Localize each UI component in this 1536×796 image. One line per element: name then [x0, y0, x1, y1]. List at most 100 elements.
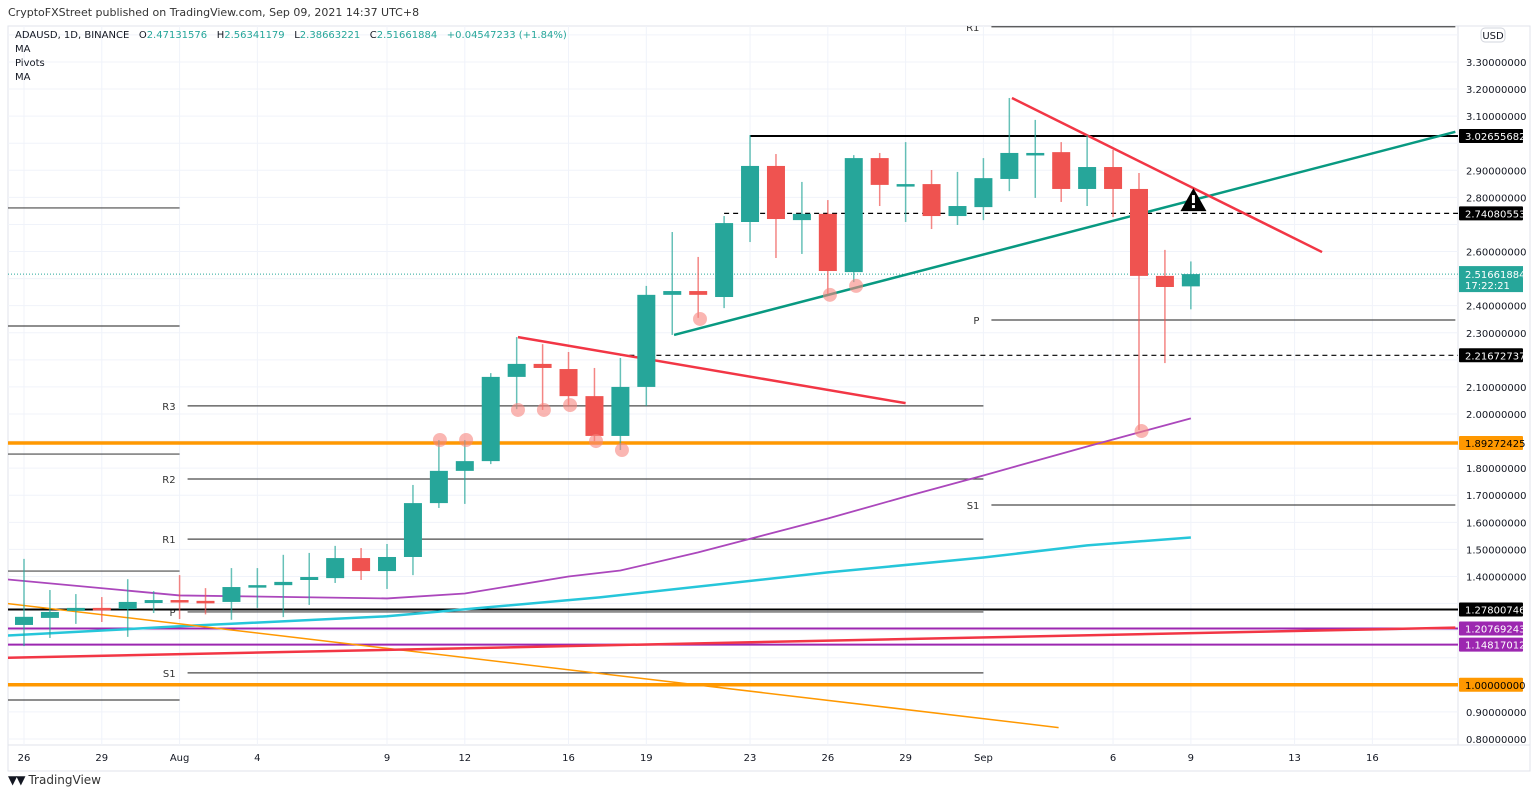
- indicator-ma-2[interactable]: MA: [15, 72, 31, 83]
- candle[interactable]: [844, 155, 863, 283]
- low-marker-circle: [614, 443, 629, 458]
- candle[interactable]: [170, 575, 189, 619]
- date-tick-label: 6: [1110, 753, 1116, 764]
- high-value: 2.56341179: [224, 30, 285, 41]
- candle[interactable]: [403, 484, 422, 576]
- candle-body: [66, 607, 85, 611]
- candle[interactable]: [715, 216, 734, 309]
- plot-frame: [7, 25, 1459, 746]
- moving-average-line[interactable]: [8, 417, 1192, 600]
- candle[interactable]: [663, 232, 682, 335]
- candle[interactable]: [1000, 97, 1019, 192]
- date-tick-label: 23: [744, 753, 757, 764]
- brand-name[interactable]: TradingView: [28, 773, 101, 787]
- candle[interactable]: [818, 200, 837, 295]
- candle[interactable]: [455, 439, 474, 504]
- candle-body: [170, 600, 189, 603]
- candle[interactable]: [896, 142, 915, 223]
- price-tick-label: 0.80000000: [1466, 735, 1526, 746]
- candle[interactable]: [637, 285, 656, 406]
- trendline-ascending-support[interactable]: [673, 130, 1456, 337]
- indicator-ma-1[interactable]: MA: [15, 44, 31, 55]
- candle[interactable]: [689, 256, 708, 318]
- candle[interactable]: [1078, 135, 1097, 207]
- candle[interactable]: [196, 588, 215, 615]
- price-axis[interactable]: 0.80000000 0.90000000 1.40000000 1.50000000…: [1459, 27, 1526, 746]
- candle[interactable]: [144, 591, 163, 614]
- trendline-september-resistance[interactable]: [1011, 96, 1323, 254]
- candle[interactable]: [40, 590, 59, 638]
- candle-body: [559, 369, 578, 397]
- level-price-label: 2.74080553: [1465, 209, 1525, 220]
- candle-body: [1026, 152, 1045, 156]
- candle-body: [378, 556, 397, 572]
- date-tick-label: 29: [95, 753, 108, 764]
- candle[interactable]: [378, 543, 397, 589]
- candle[interactable]: [248, 568, 267, 608]
- candle[interactable]: [300, 552, 319, 605]
- candle[interactable]: [870, 152, 889, 207]
- pivot-label-r1: R1: [966, 23, 979, 34]
- date-tick-label: 13: [1288, 753, 1301, 764]
- price-tick-label: 2.30000000: [1466, 329, 1526, 340]
- candle[interactable]: [15, 558, 33, 647]
- candle[interactable]: [274, 554, 293, 618]
- candle[interactable]: [1052, 142, 1071, 202]
- candle[interactable]: [92, 597, 111, 622]
- trendline-long-descending[interactable]: [8, 602, 1059, 729]
- candle[interactable]: [948, 171, 967, 225]
- candle[interactable]: [741, 135, 760, 243]
- candle[interactable]: [533, 344, 552, 410]
- candle[interactable]: [118, 579, 137, 637]
- candle[interactable]: [559, 351, 578, 406]
- trendline-long-ascending[interactable]: [8, 626, 1456, 659]
- currency-button[interactable]: [1480, 27, 1506, 43]
- low-marker-circle: [510, 402, 525, 417]
- candle-body: [248, 585, 267, 588]
- symbol-label[interactable]: ADAUSD, 1D, BINANCE: [15, 30, 130, 41]
- candle[interactable]: [766, 154, 785, 259]
- close-value: 2.51661884: [376, 30, 438, 41]
- low-marker-circle: [563, 398, 578, 413]
- moving-average-line[interactable]: [8, 536, 1191, 637]
- pivot-label-p: P: [170, 608, 176, 619]
- date-tick-label: 26: [18, 753, 31, 764]
- candle[interactable]: [222, 568, 241, 620]
- candle[interactable]: [66, 594, 85, 624]
- candle[interactable]: [792, 181, 811, 254]
- candle[interactable]: [507, 337, 526, 410]
- candle[interactable]: [1104, 149, 1123, 218]
- pivot-label-r1: R1: [162, 535, 175, 546]
- candle[interactable]: [974, 158, 993, 221]
- candle[interactable]: [481, 373, 500, 465]
- candle[interactable]: [922, 170, 941, 230]
- candle[interactable]: [429, 439, 448, 508]
- currency-label: USD: [1482, 31, 1504, 42]
- low-marker-circle: [692, 311, 707, 326]
- candle[interactable]: [352, 548, 371, 581]
- candle[interactable]: [1026, 119, 1045, 198]
- candle-body: [326, 558, 345, 579]
- level-price-label: 2.21672737: [1465, 351, 1525, 362]
- indicator-pivots[interactable]: Pivots: [15, 58, 45, 69]
- time-axis[interactable]: 26 29 Aug 4 9 12 16 19 23 26 29 Sep 6 9 13 16: [18, 753, 1379, 764]
- low-marker-circle: [459, 432, 474, 447]
- date-tick-label: 16: [562, 753, 575, 764]
- date-tick-label: 26: [821, 753, 834, 764]
- candle-body: [92, 607, 111, 611]
- level-price-label: 1.27800746: [1465, 606, 1525, 617]
- candle[interactable]: [585, 367, 604, 442]
- low-marker-circle: [849, 278, 864, 293]
- candle-body: [118, 601, 137, 609]
- candle[interactable]: [326, 545, 345, 583]
- candle-body: [1000, 152, 1019, 179]
- candle-body: [844, 158, 863, 273]
- candle-body: [689, 291, 708, 295]
- candle[interactable]: [611, 357, 630, 451]
- candle[interactable]: [1129, 172, 1148, 430]
- trendline-august-resistance[interactable]: [517, 335, 906, 405]
- candle-body: [196, 600, 215, 604]
- candle[interactable]: [1181, 261, 1200, 310]
- candle[interactable]: [1155, 249, 1174, 364]
